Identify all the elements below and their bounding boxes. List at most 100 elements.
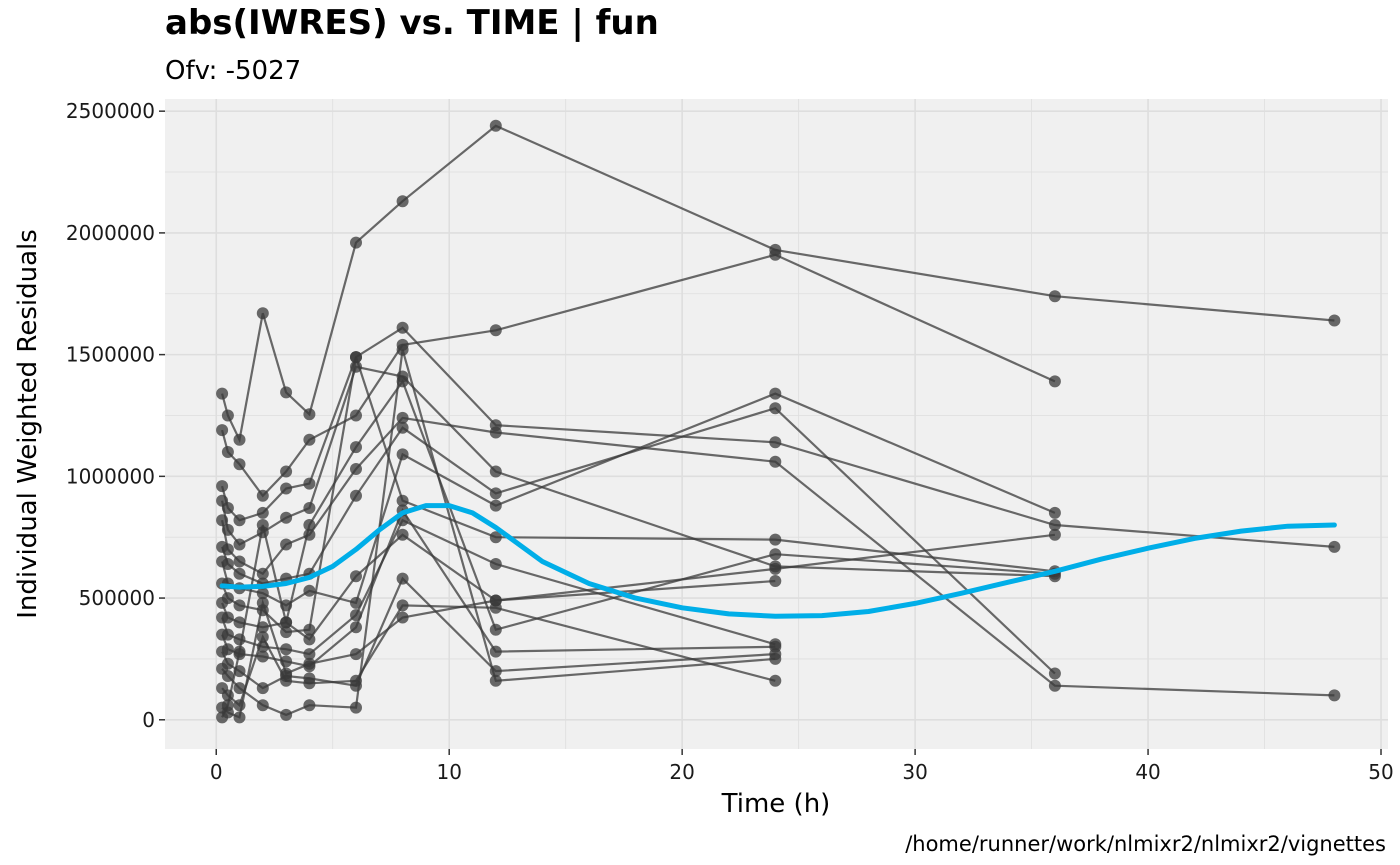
data-point [233,699,246,712]
data-point [303,633,316,646]
data-point [396,448,409,461]
data-point [489,623,502,636]
data-point [489,465,502,478]
data-point [256,506,269,519]
data-point [221,409,234,422]
x-axis: 0 10 20 30 40 50 [210,749,1394,784]
data-point [396,494,409,507]
data-point [769,652,782,665]
data-point [216,645,229,658]
data-point [396,195,409,208]
data-point [256,650,269,663]
data-point [256,567,269,580]
data-point [1048,519,1061,531]
data-point [489,558,502,570]
data-point [1048,375,1061,388]
data-point [769,387,782,400]
data-point [303,657,316,670]
data-point [280,655,293,668]
data-point [280,538,293,551]
data-point [350,570,362,583]
x-tick-label: 30 [902,760,927,784]
data-point [280,465,293,478]
data-point [216,540,229,553]
data-point [233,711,246,724]
data-point [350,648,362,661]
data-point [769,575,782,587]
data-point [489,426,502,439]
data-point [233,555,246,568]
data-point [216,628,229,641]
data-point [489,594,502,607]
data-point [280,667,293,680]
chart-title: abs(IWRES) vs. TIME | fun [165,3,659,43]
data-point [769,402,782,415]
data-point [769,562,782,575]
data-point [396,343,409,356]
subject-points [216,119,1341,724]
data-point [769,548,782,561]
subject-line-10 [221,518,776,656]
x-tick-label: 0 [210,760,223,784]
data-point [256,682,269,695]
data-point [221,446,234,458]
data-point [769,248,782,261]
data-point [303,477,316,490]
data-point [489,674,502,687]
data-point [256,489,269,502]
chart-subtitle: Ofv: -5027 [165,56,301,86]
data-point [1328,689,1341,702]
data-point [350,621,362,634]
data-point [280,626,293,639]
data-point [233,538,246,551]
data-point [216,596,229,609]
data-point [396,599,409,612]
data-point [396,572,409,585]
subject-line-14 [221,604,776,708]
data-point [280,708,293,721]
data-point [303,519,316,531]
data-point [216,494,229,507]
data-point [256,587,269,600]
data-point [350,609,362,622]
data-point [216,711,229,724]
data-point [396,611,409,624]
data-point [233,665,246,678]
y-tick-label: 500000 [79,586,155,610]
data-point [1048,290,1061,303]
data-point [303,648,316,661]
data-point [221,699,234,712]
data-point [221,689,234,702]
data-point [303,699,316,712]
data-point [233,682,246,695]
data-point [256,640,269,653]
data-point [216,480,229,493]
data-point [769,533,782,546]
data-point [1328,314,1341,327]
y-tick-label: 1000000 [66,464,155,488]
data-point [396,375,409,388]
data-point [396,421,409,434]
data-point [233,616,246,629]
data-point [350,351,362,364]
data-point [303,433,316,446]
data-point [489,531,502,544]
data-point [489,324,502,337]
data-point [489,499,502,512]
data-point [233,633,246,646]
data-point [280,511,293,524]
data-point [769,436,782,449]
data-point [216,514,229,527]
data-point [769,455,782,468]
data-point [303,528,316,541]
data-point [216,555,229,568]
data-point [489,645,502,658]
data-point [350,463,362,475]
data-point [350,441,362,454]
data-point [221,670,234,682]
data-point [233,433,246,446]
data-point [350,489,362,502]
x-tick-label: 40 [1135,760,1160,784]
data-point [233,645,246,658]
